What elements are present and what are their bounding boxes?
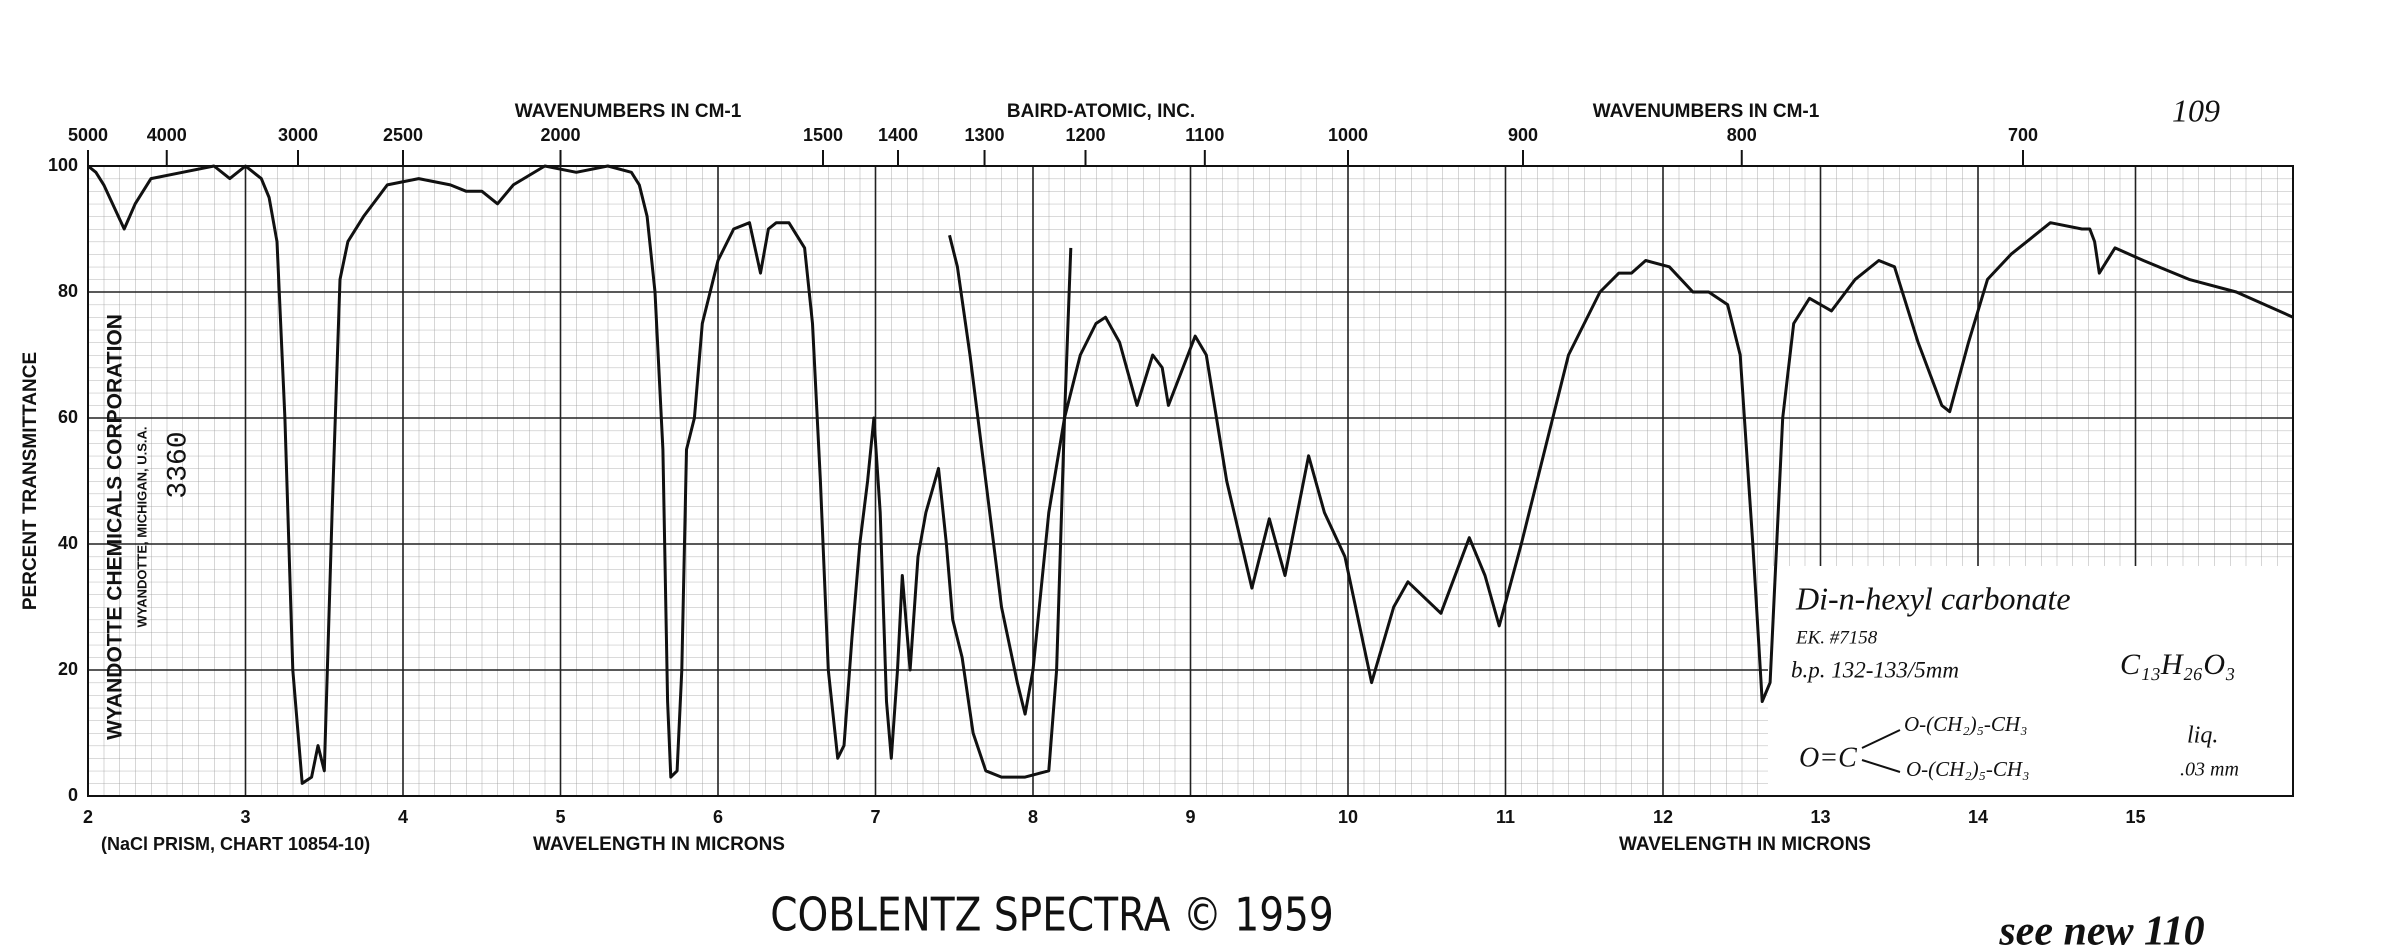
x2-tick-label: 1500: [803, 125, 843, 145]
page-number: 109: [2172, 92, 2220, 128]
x-tick-label: 9: [1185, 807, 1195, 827]
x-tick-label: 3: [240, 807, 250, 827]
x-tick-label: 8: [1028, 807, 1038, 827]
x2-tick-label: 1300: [965, 125, 1005, 145]
publisher: BAIRD-ATOMIC, INC.: [1007, 101, 1195, 122]
x2-tick-label: 1000: [1328, 125, 1368, 145]
curves: [87, 164, 2294, 785]
x-tick-label: 11: [1496, 807, 1515, 827]
structure-chain: O-(CH₂)₅-CH₃: [1906, 757, 2029, 781]
spectrum-trace: [87, 164, 1073, 785]
x2-tick-label: 1100: [1185, 125, 1224, 145]
x-tick-label: 12: [1653, 807, 1673, 827]
x-axis-label: WAVELENGTH IN MICRONS: [1619, 834, 1871, 855]
x-tick-label: 6: [713, 807, 723, 827]
company-location: WYANDOTTE, MICHIGAN, U.S.A.: [134, 426, 149, 627]
x2-tick-label: 5000: [68, 125, 108, 145]
footer: COBLENTZ SPECTRA © 1959: [770, 888, 1334, 942]
y-tick-label: 100: [48, 155, 78, 175]
x2-axis-label: WAVENUMBERS IN CM-1: [515, 101, 742, 122]
boiling-point: b.p. 132-133/5mm: [1791, 657, 1959, 682]
x2-tick-label: 900: [1508, 125, 1538, 145]
sample-state: liq.: [2187, 723, 2218, 749]
x2-tick-label: 2000: [540, 125, 580, 145]
structure-bonds: [1861, 729, 1901, 773]
x2-tick-label: 2500: [383, 125, 423, 145]
annotation-box: Di-n-hexyl carbonate EK. #7158 b.p. 132-…: [1768, 566, 2293, 796]
x2-tick-label: 1400: [878, 125, 918, 145]
y-tick-label: 0: [68, 785, 78, 805]
company: WYANDOTTE CHEMICALS CORPORATION: [104, 314, 127, 740]
plot-frame: [87, 165, 2294, 797]
sample-number: 3360: [163, 431, 194, 498]
x-tick-label: 14: [1968, 807, 1988, 827]
x2-tick-label: 1200: [1065, 125, 1105, 145]
x-tick-label: 5: [555, 807, 565, 827]
y-tick-label: 20: [58, 659, 78, 679]
x2-axis-label: WAVENUMBERS IN CM-1: [1593, 101, 1820, 122]
y-axis-label: PERCENT TRANSMITTANCE: [20, 352, 41, 610]
x-tick-label: 13: [1810, 807, 1830, 827]
x-tick-label: 2: [83, 807, 93, 827]
x2-tick-label: 700: [2008, 125, 2038, 145]
x2-tick-label: 3000: [278, 125, 318, 145]
annotation-background: [1768, 566, 2293, 796]
x2-tick-label: 800: [1727, 125, 1757, 145]
x-tick-label: 4: [398, 807, 408, 827]
y-tick-label: 80: [58, 281, 78, 301]
spectrum-trace: [948, 221, 2294, 716]
prism-note: (NaCl PRISM, CHART 10854-10): [101, 834, 370, 854]
structure-core: O=C: [1799, 742, 1857, 773]
x-axis-label: WAVELENGTH IN MICRONS: [533, 834, 785, 855]
x2-tick-label: 4000: [147, 125, 187, 145]
formula: C₁₃H₂₆O₃: [2120, 648, 2236, 681]
cell-thickness: .03 mm: [2180, 759, 2239, 781]
x-tick-label: 15: [2125, 807, 2145, 827]
x-tick-label: 10: [1338, 807, 1358, 827]
handwritten-note: see new 110: [1998, 909, 2204, 951]
structure-chain: O-(CH₂)₅-CH₃: [1904, 712, 2027, 736]
ek-number: EK. #7158: [1795, 627, 1878, 648]
y-tick-label: 60: [58, 407, 78, 427]
x-tick-label: 7: [870, 807, 880, 827]
compound-name: Di-n-hexyl carbonate: [1795, 580, 2071, 616]
y-tick-label: 40: [58, 533, 78, 553]
